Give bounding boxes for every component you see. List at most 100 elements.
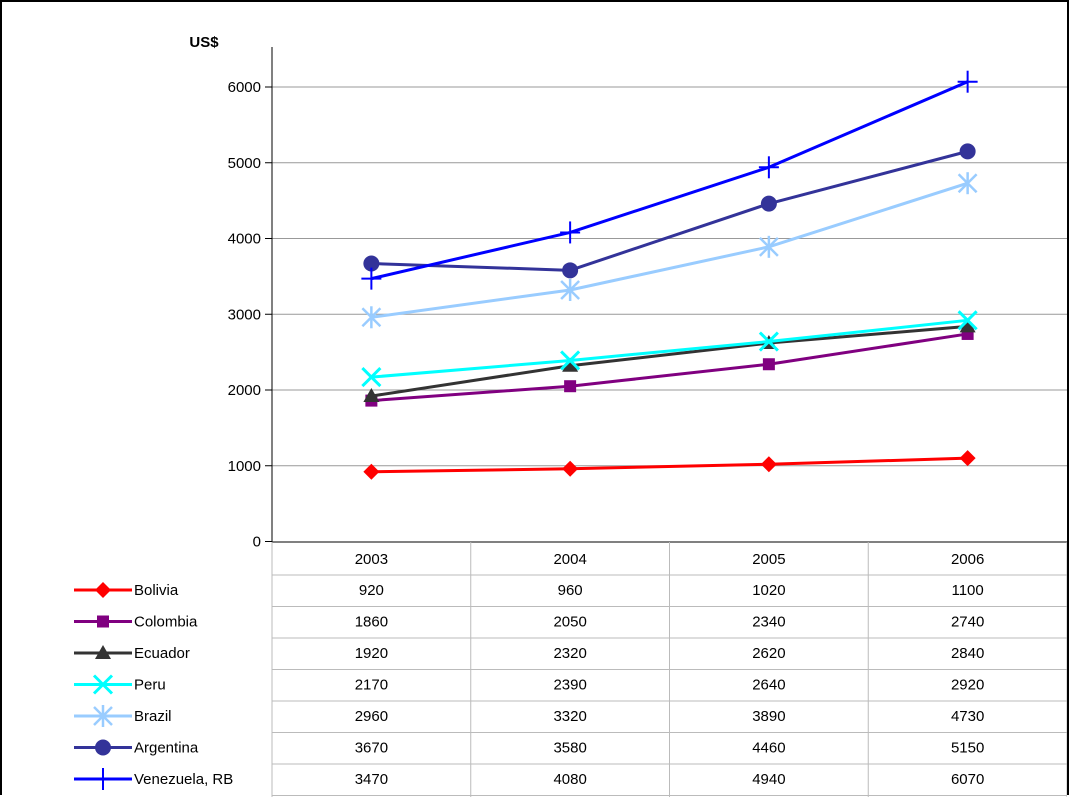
legend-label: Colombia: [134, 614, 198, 631]
data-point: [560, 221, 581, 244]
legend-label: Peru: [134, 677, 166, 694]
legend-label: Brazil: [134, 708, 172, 725]
table-cell-value: 4730: [951, 708, 984, 725]
y-tick-label: 6000: [228, 79, 261, 96]
table-cell-value: 920: [359, 582, 384, 599]
table-cell-value: 3890: [752, 708, 785, 725]
series-brazil: [361, 172, 978, 329]
series-venezuela-rb: [361, 70, 978, 290]
table-cell-value: 2390: [553, 677, 586, 694]
data-point: [760, 456, 777, 473]
table-cell-value: 2640: [752, 677, 785, 694]
marker-stroke: [758, 331, 779, 352]
data-point: [361, 367, 382, 388]
y-axis-unit-label: US$: [189, 34, 219, 51]
data-point: [562, 262, 579, 279]
data-point: [758, 235, 779, 258]
x-category-label: 2005: [752, 551, 785, 568]
series-lines: [361, 70, 978, 480]
table-cell-value: 1100: [951, 582, 983, 599]
table-cell-value: 5150: [951, 740, 984, 757]
table-cell-value: 3580: [553, 740, 586, 757]
table-cell-value: 4080: [553, 771, 586, 788]
table-row: Peru 2170 2390 2640 2920: [74, 674, 984, 695]
data-point: [363, 255, 380, 272]
y-tick-label: 5000: [228, 155, 261, 172]
axes: 0 1000 2000 3000 4000 5000 6000: [228, 47, 1067, 551]
data-point: [760, 195, 777, 212]
data-point: [95, 582, 111, 598]
gridlines: [272, 86, 1067, 467]
y-tick-label: 2000: [228, 382, 261, 399]
data-point: [959, 318, 976, 333]
data-table: 2003 2004 2005 2006 Bolivia 920 960 1020 1100 Col…: [74, 542, 1068, 797]
table-cell-value: 2840: [951, 645, 984, 662]
table-row: Argentina 3670 3580 4460 5150: [74, 739, 984, 757]
table-row: Venezuela, RB 3470 4080 4940 6070: [74, 768, 984, 790]
data-point: [93, 705, 113, 727]
table-cell-value: 3320: [553, 708, 586, 725]
y-tick-label: 1000: [228, 458, 261, 475]
data-point: [562, 460, 579, 477]
series-argentina: [363, 143, 976, 279]
table-cell-value: 2170: [355, 677, 388, 694]
marker-stroke: [92, 674, 114, 695]
table-cell-value: 2960: [355, 708, 388, 725]
x-category-label: 2003: [355, 551, 388, 568]
data-point: [560, 350, 581, 371]
marker-stroke: [361, 367, 382, 388]
data-point: [363, 388, 380, 403]
y-tick-label: 4000: [228, 231, 261, 248]
series-bolivia: [363, 450, 976, 480]
data-point: [957, 70, 978, 93]
series-line: [371, 332, 968, 403]
x-category-label: 2004: [553, 551, 586, 568]
table-cell-value: 3470: [355, 771, 388, 788]
table-cell-value: 2620: [752, 645, 785, 662]
series-colombia: [365, 327, 974, 407]
data-point: [93, 768, 113, 790]
table-cell-value: 2320: [553, 645, 586, 662]
series-line: [371, 324, 968, 398]
x-category-label: 2006: [951, 551, 984, 568]
table-cell-value: 4940: [752, 771, 785, 788]
series-line: [371, 149, 969, 272]
data-point: [762, 358, 775, 371]
marker-stroke: [560, 350, 581, 371]
y-tick-label: 3000: [228, 306, 261, 323]
legend-label: Bolivia: [134, 582, 179, 599]
table-cell-value: 3670: [355, 740, 388, 757]
series-line: [371, 80, 969, 281]
data-point: [361, 267, 382, 290]
data-point: [959, 450, 976, 467]
data-point: [957, 172, 978, 195]
data-point: [363, 463, 380, 480]
series-line: [371, 318, 968, 379]
marker-stroke: [957, 310, 978, 331]
table-cell-value: 2920: [951, 677, 984, 694]
data-point: [758, 331, 779, 352]
table-row: Brazil 2960 3320 3890 4730: [74, 705, 984, 727]
data-point: [562, 357, 579, 372]
table-row: Bolivia 920 960 1020 1100: [74, 582, 984, 599]
table-cell-value: 2050: [553, 614, 586, 631]
table-row: Colombia 1860 2050 2340 2740: [74, 614, 984, 631]
data-point: [361, 306, 382, 329]
data-point: [758, 156, 779, 179]
y-tick-label: 0: [253, 534, 261, 551]
series-line: [371, 181, 969, 319]
table-cell-value: 2740: [951, 614, 984, 631]
table-cell-value: 6070: [951, 771, 984, 788]
table-cell-value: 1920: [355, 645, 388, 662]
table-cell-value: 960: [558, 582, 583, 599]
table-row: Ecuador 1920 2320 2620 2840: [74, 645, 984, 662]
data-point: [92, 674, 114, 695]
data-point: [959, 143, 976, 160]
data-point: [564, 380, 577, 393]
data-point: [560, 279, 581, 302]
series-line: [371, 456, 968, 474]
legend-label: Ecuador: [134, 645, 190, 662]
table-cell-value: 2340: [752, 614, 785, 631]
